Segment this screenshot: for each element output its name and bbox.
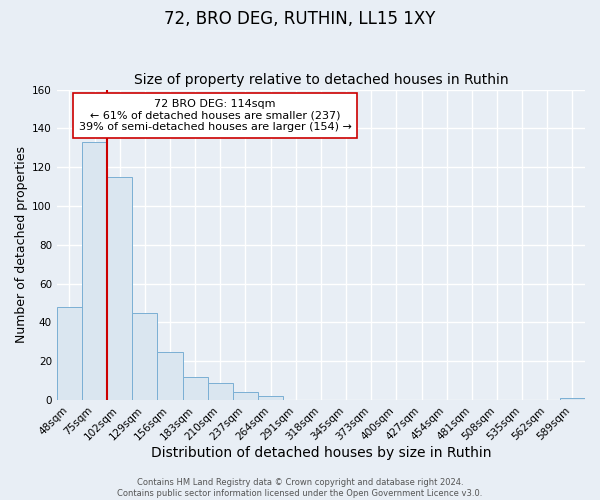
Bar	[258, 396, 283, 400]
Bar	[233, 392, 258, 400]
Bar	[132, 313, 157, 400]
Text: 72, BRO DEG, RUTHIN, LL15 1XY: 72, BRO DEG, RUTHIN, LL15 1XY	[164, 10, 436, 28]
Y-axis label: Number of detached properties: Number of detached properties	[15, 146, 28, 344]
Bar	[57, 307, 82, 400]
Title: Size of property relative to detached houses in Ruthin: Size of property relative to detached ho…	[134, 73, 508, 87]
Bar	[560, 398, 585, 400]
X-axis label: Distribution of detached houses by size in Ruthin: Distribution of detached houses by size …	[151, 446, 491, 460]
Text: Contains HM Land Registry data © Crown copyright and database right 2024.
Contai: Contains HM Land Registry data © Crown c…	[118, 478, 482, 498]
Bar	[208, 382, 233, 400]
Bar	[107, 177, 132, 400]
Bar	[182, 377, 208, 400]
Bar	[157, 352, 182, 400]
Bar	[82, 142, 107, 400]
Text: 72 BRO DEG: 114sqm
← 61% of detached houses are smaller (237)
39% of semi-detach: 72 BRO DEG: 114sqm ← 61% of detached hou…	[79, 99, 352, 132]
